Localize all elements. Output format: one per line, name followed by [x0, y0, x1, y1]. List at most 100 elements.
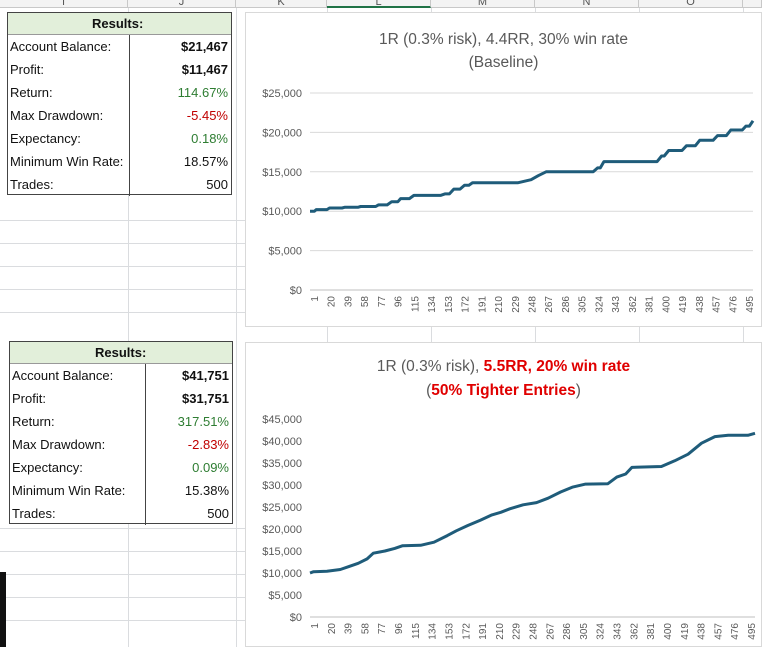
gridline [639, 8, 640, 647]
gridline [743, 8, 744, 647]
x-tick-label: 191 [478, 623, 489, 640]
results-value[interactable]: 500 [206, 177, 228, 192]
chart-plot-area: $0 $5,000 $10,000 $15,000 $20,000 $25,000 1 20 3… [262, 88, 756, 313]
gridline [431, 8, 432, 647]
x-tick-label: 1 [310, 296, 321, 302]
results-label[interactable]: Return: [12, 414, 55, 429]
chart-tighter-entries[interactable]: 1R (0.3% risk), 5.5RR, 20% win rate (50%… [245, 342, 762, 647]
results-value[interactable]: -2.83% [187, 437, 229, 452]
column-header-l[interactable]: L [327, 0, 431, 8]
results-table-tighter-entries: Results: Account Balance: $41,751 Profit: $… [9, 341, 233, 525]
x-tick-label: 1 [310, 623, 321, 629]
x-tick-label: 362 [628, 296, 639, 313]
column-header-m[interactable]: M [431, 0, 535, 8]
results-row: Max Drawdown: -2.83% [10, 433, 232, 456]
x-tick-label: 39 [343, 296, 354, 308]
x-tick-label: 343 [613, 623, 624, 640]
results-value[interactable]: -5.45% [186, 108, 228, 123]
x-tick-label: 343 [611, 296, 622, 313]
y-tick-label: $15,000 [262, 546, 302, 558]
results-value[interactable]: $31,751 [182, 391, 229, 406]
chart-title-plain: 1R (0.3% risk), [376, 358, 484, 375]
x-tick-label: 286 [562, 623, 573, 640]
column-header-p[interactable] [743, 0, 762, 8]
results-label[interactable]: Trades: [12, 506, 56, 521]
y-tick-label: $35,000 [262, 458, 302, 470]
chart-title: 1R (0.3% risk), 5.5RR, 20% win rate [246, 358, 761, 376]
results-label[interactable]: Trades: [10, 177, 54, 192]
results-label[interactable]: Minimum Win Rate: [10, 154, 124, 169]
results-value[interactable]: $11,467 [181, 62, 228, 77]
equity-curve-line [310, 119, 755, 213]
results-label[interactable]: Profit: [12, 391, 46, 406]
y-tick-label: $0 [290, 285, 302, 297]
results-label[interactable]: Profit: [10, 62, 44, 77]
column-header-k[interactable]: K [236, 0, 327, 8]
x-tick-label: 191 [477, 296, 488, 313]
results-value[interactable]: 15.38% [184, 483, 229, 498]
x-tick-label: 210 [495, 623, 506, 640]
results-value[interactable]: 114.67% [177, 85, 228, 100]
results-label[interactable]: Minimum Win Rate: [12, 483, 126, 498]
column-header-n[interactable]: N [535, 0, 639, 8]
y-tick-label: $5,000 [268, 246, 302, 258]
results-header[interactable]: Results: [10, 342, 232, 364]
results-label[interactable]: Account Balance: [10, 39, 112, 54]
x-tick-label: 248 [528, 296, 539, 313]
x-tick-label: 267 [544, 296, 555, 313]
y-tick-label: $25,000 [262, 502, 302, 514]
x-tick-label: 39 [344, 623, 355, 635]
results-label[interactable]: Expectancy: [10, 131, 81, 146]
results-label[interactable]: Return: [10, 85, 53, 100]
results-row: Minimum Win Rate: 15.38% [10, 479, 232, 502]
y-tick-label: $0 [290, 612, 302, 624]
results-value[interactable]: 317.51% [177, 414, 229, 429]
y-tick-label: $5,000 [268, 590, 302, 602]
x-tick-label: 419 [680, 623, 691, 640]
chart-subtitle: (50% Tighter Entries) [246, 382, 761, 400]
results-row: Expectancy: 0.18% [8, 127, 231, 150]
x-tick-label: 77 [377, 296, 388, 308]
gridline [236, 8, 237, 647]
chart-baseline[interactable]: 1R (0.3% risk), 4.4RR, 30% win rate (Bas… [245, 12, 762, 327]
results-label[interactable]: Account Balance: [12, 368, 114, 383]
results-label[interactable]: Expectancy: [12, 460, 83, 475]
x-tick-label: 153 [444, 296, 455, 313]
x-tick-label: 400 [661, 296, 672, 313]
y-tick-label: $10,000 [262, 206, 302, 218]
x-tick-label: 438 [695, 296, 706, 313]
results-value[interactable]: 0.09% [192, 460, 229, 475]
results-label[interactable]: Max Drawdown: [10, 108, 104, 123]
column-header-i[interactable]: I [0, 0, 128, 8]
results-value[interactable]: $41,751 [182, 368, 229, 383]
results-row: Minimum Win Rate: 18.57% [8, 150, 231, 173]
results-value[interactable]: 0.18% [191, 131, 228, 146]
x-tick-label: 476 [730, 623, 741, 640]
results-value[interactable]: 18.57% [183, 154, 228, 169]
x-tick-label: 381 [645, 296, 656, 313]
results-row: Return: 317.51% [10, 410, 232, 433]
chart-title: 1R (0.3% risk), 4.4RR, 30% win rate [379, 31, 628, 48]
x-tick-label: 229 [512, 623, 523, 640]
y-tick-label: $10,000 [262, 568, 302, 580]
x-tick-label: 495 [745, 296, 756, 313]
results-label[interactable]: Max Drawdown: [12, 437, 106, 452]
x-tick-label: 324 [596, 623, 607, 640]
gridline [128, 8, 129, 647]
results-row: Return: 114.67% [8, 81, 231, 104]
results-row: Profit: $31,751 [10, 387, 232, 410]
x-tick-label: 381 [646, 623, 657, 640]
x-tick-label: 476 [728, 296, 739, 313]
gridline [535, 8, 536, 647]
x-tick-label: 286 [561, 296, 572, 313]
x-tick-label: 20 [327, 623, 338, 635]
column-header-j[interactable]: J [128, 0, 236, 8]
results-row: Profit: $11,467 [8, 58, 231, 81]
y-tick-label: $45,000 [262, 414, 302, 426]
column-header-o[interactable]: O [639, 0, 743, 8]
y-tick-label: $20,000 [262, 127, 302, 139]
results-header[interactable]: Results: [8, 13, 231, 35]
results-value[interactable]: 500 [207, 506, 229, 521]
results-value[interactable]: $21,467 [181, 39, 228, 54]
